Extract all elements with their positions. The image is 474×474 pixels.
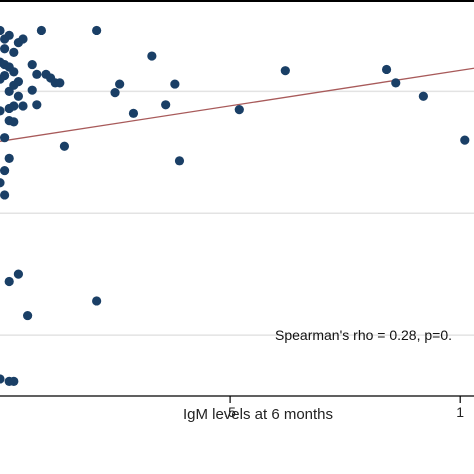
data-point <box>18 101 28 111</box>
data-point <box>460 135 470 145</box>
data-point <box>9 47 19 57</box>
x-axis-label: IgM levels at 6 months <box>183 406 333 423</box>
data-point <box>4 153 14 163</box>
spearman-annotation: Spearman's rho = 0.28, p=0. <box>275 327 452 343</box>
data-point <box>9 376 19 386</box>
data-point <box>27 59 37 70</box>
data-point <box>0 106 5 116</box>
data-point <box>13 91 24 101</box>
data-point <box>36 25 47 36</box>
data-point <box>0 25 5 36</box>
data-point <box>4 30 14 40</box>
data-point <box>59 141 70 151</box>
data-point <box>9 67 19 77</box>
data-point <box>27 85 37 95</box>
data-point <box>170 79 180 89</box>
data-point <box>115 79 125 89</box>
data-point <box>0 374 5 384</box>
data-point <box>32 69 42 79</box>
data-point <box>55 78 65 88</box>
data-point <box>32 100 42 110</box>
data-point <box>92 25 102 36</box>
data-point <box>0 190 10 200</box>
data-point <box>161 100 171 110</box>
x-tick-label: .5 <box>224 404 236 420</box>
data-point <box>4 86 14 96</box>
data-point <box>234 105 244 115</box>
x-tick-label: 1 <box>456 404 464 420</box>
data-point <box>110 88 120 98</box>
data-point <box>391 78 401 88</box>
data-point <box>418 91 428 101</box>
data-point <box>174 156 185 166</box>
data-point <box>9 117 19 127</box>
plot-frame <box>0 0 474 397</box>
data-point <box>0 178 5 188</box>
data-point <box>280 66 290 76</box>
gridlines <box>0 90 474 336</box>
data-point <box>18 34 28 44</box>
data-point <box>147 51 157 61</box>
data-point <box>0 44 10 54</box>
x-axis-ticks: .5 1 <box>224 396 464 420</box>
data-point <box>4 103 14 114</box>
data-point <box>0 165 10 176</box>
data-point <box>23 310 33 321</box>
data-point <box>92 296 102 306</box>
data-point <box>4 276 14 287</box>
data-point <box>128 108 139 118</box>
data-points <box>0 25 470 386</box>
data-point <box>0 74 5 84</box>
data-point <box>381 64 392 75</box>
data-point <box>13 269 24 279</box>
data-point <box>0 133 10 143</box>
